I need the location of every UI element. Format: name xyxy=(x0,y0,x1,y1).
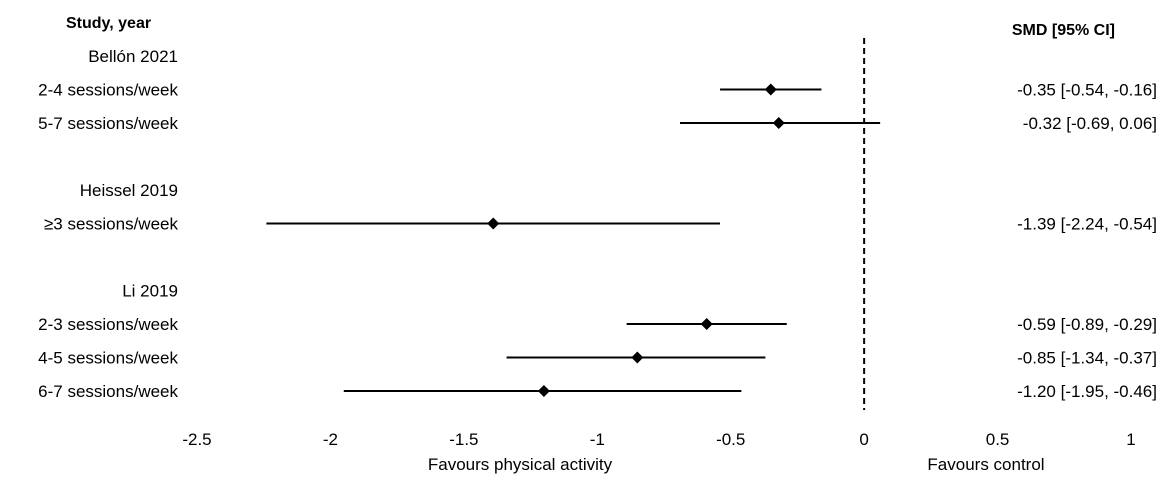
subgroup-label: 2-4 sessions/week xyxy=(38,81,178,100)
x-tick-label: -0.5 xyxy=(716,430,745,449)
smd-ci-value: -0.35 [-0.54, -0.16] xyxy=(1017,81,1157,100)
header-smd-ci: SMD [95% CI] xyxy=(1012,22,1115,39)
study-group-label: Heissel 2019 xyxy=(80,181,178,200)
smd-ci-value: -0.85 [-1.34, -0.37] xyxy=(1017,349,1157,368)
x-tick-label: -2.5 xyxy=(182,430,211,449)
x-tick-label: -1.5 xyxy=(449,430,478,449)
favours-right-label: Favours control xyxy=(927,455,1044,474)
point-estimate-diamond xyxy=(700,318,713,330)
x-tick-label: 1 xyxy=(1126,430,1135,449)
x-tick-label: -2 xyxy=(323,430,338,449)
x-tick-label: -1 xyxy=(590,430,605,449)
study-group-label: Bellón 2021 xyxy=(88,47,178,66)
x-tick-label: 0 xyxy=(859,430,868,449)
point-estimate-diamond xyxy=(764,83,777,96)
subgroup-label: ≥3 sessions/week xyxy=(44,215,179,234)
smd-ci-value: -1.39 [-2.24, -0.54] xyxy=(1017,215,1157,234)
subgroup-label: 4-5 sessions/week xyxy=(38,349,178,368)
x-tick-label: 0.5 xyxy=(986,430,1010,449)
subgroup-label: 2-3 sessions/week xyxy=(38,315,178,334)
smd-ci-value: -0.59 [-0.89, -0.29] xyxy=(1017,315,1157,334)
subgroup-label: 6-7 sessions/week xyxy=(38,382,178,401)
study-group-label: Li 2019 xyxy=(122,282,178,301)
header-study-year: Study, year xyxy=(66,15,151,32)
point-estimate-diamond xyxy=(487,217,500,230)
point-estimate-diamond xyxy=(772,117,785,129)
subgroup-label: 5-7 sessions/week xyxy=(38,114,178,133)
point-estimate-diamond xyxy=(537,385,550,397)
smd-ci-value: -0.32 [-0.69, 0.06] xyxy=(1023,114,1157,133)
favours-left-label: Favours physical activity xyxy=(428,455,613,474)
point-estimate-diamond xyxy=(631,351,644,364)
smd-ci-value: -1.20 [-1.95, -0.46] xyxy=(1017,382,1157,401)
